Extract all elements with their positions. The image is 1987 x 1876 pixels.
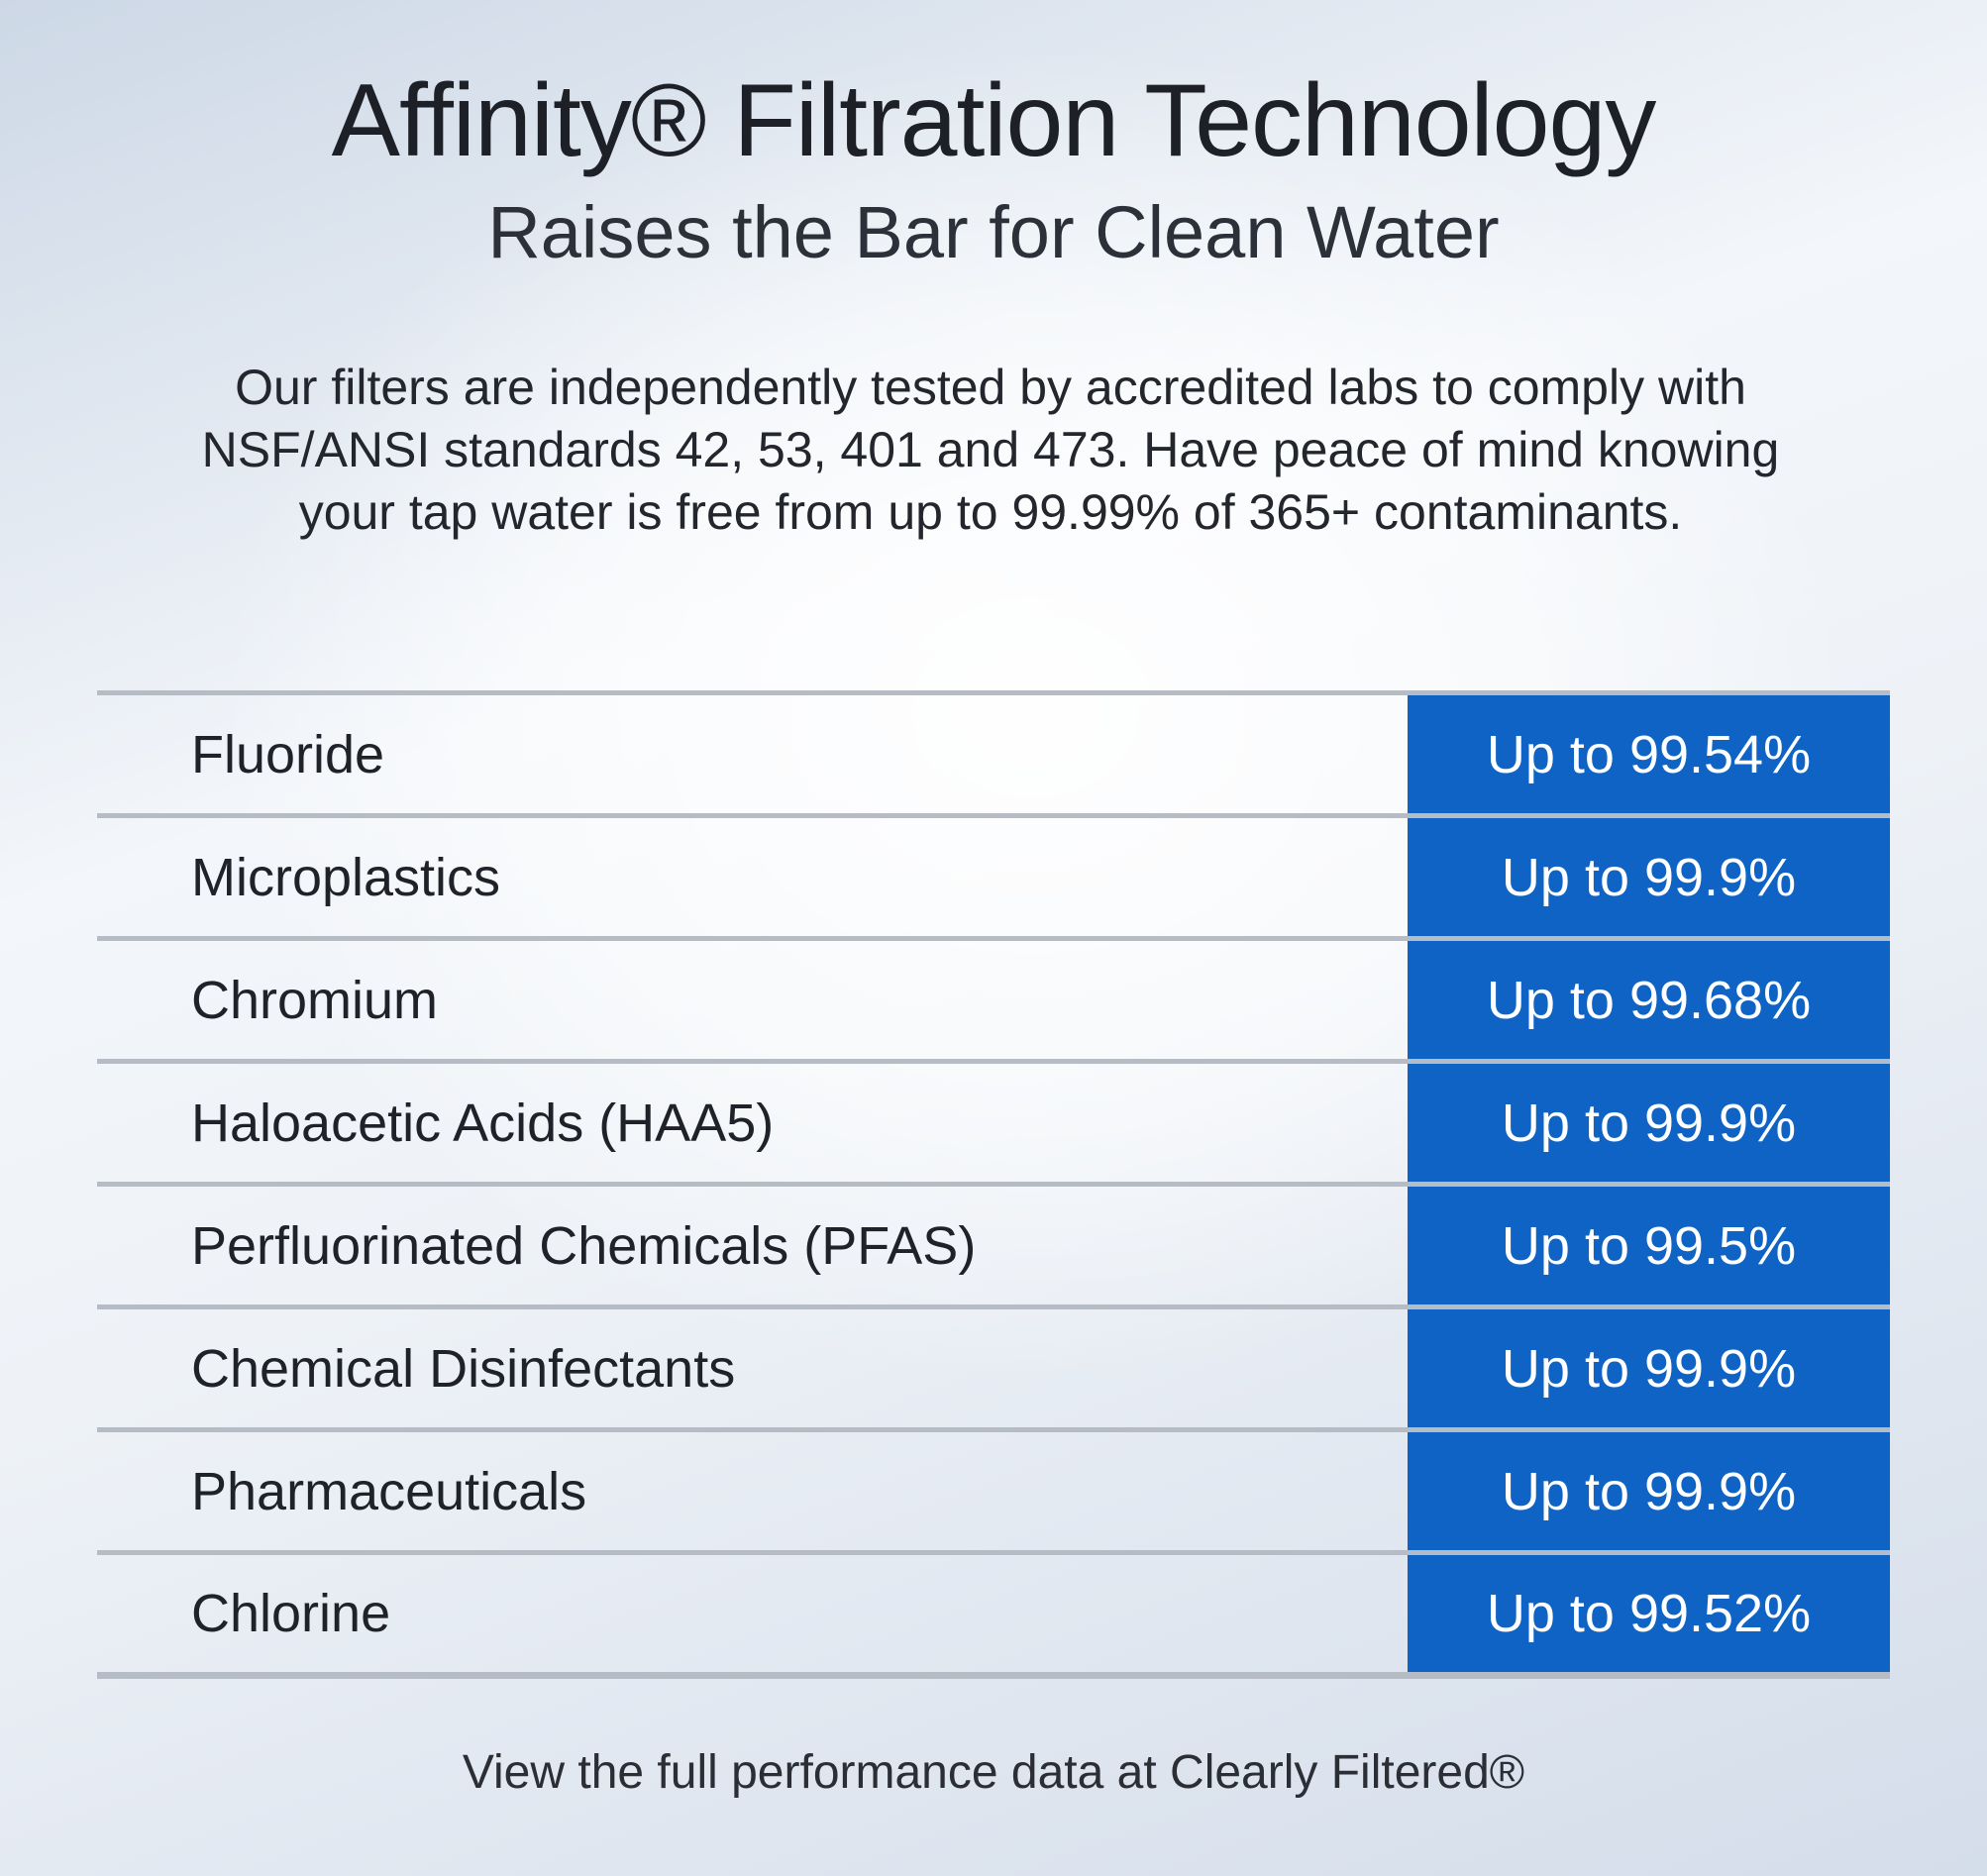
- reduction-value: Up to 99.9%: [1408, 1064, 1890, 1182]
- reduction-value: Up to 99.9%: [1408, 818, 1890, 936]
- contaminant-name: Haloacetic Acids (HAA5): [191, 1093, 775, 1153]
- contaminant-name: Chemical Disinfectants: [191, 1338, 736, 1399]
- contaminant-name: Chlorine: [191, 1584, 391, 1643]
- contaminant-name: Chromium: [191, 970, 439, 1030]
- table-row: Chromium Up to 99.68%: [97, 936, 1890, 1059]
- contaminant-table: Fluoride Up to 99.54% Microplastics Up t…: [97, 690, 1890, 1679]
- reduction-value: Up to 99.52%: [1408, 1555, 1890, 1672]
- performance-data-note: View the full performance data at Clearl…: [462, 1746, 1525, 1799]
- contaminant-name: Fluoride: [191, 724, 385, 784]
- table-row: Haloacetic Acids (HAA5) Up to 99.9%: [97, 1059, 1890, 1182]
- table-row: Microplastics Up to 99.9%: [97, 813, 1890, 936]
- reduction-value: Up to 99.9%: [1408, 1309, 1890, 1427]
- reduction-value: Up to 99.9%: [1408, 1432, 1890, 1550]
- reduction-value: Up to 99.54%: [1408, 695, 1890, 813]
- table-row: Fluoride Up to 99.54%: [97, 690, 1890, 813]
- page-subtitle: Raises the Bar for Clean Water: [487, 191, 1500, 273]
- table-row: Perfluorinated Chemicals (PFAS) Up to 99…: [97, 1182, 1890, 1304]
- intro-paragraph: Our filters are independently tested by …: [201, 360, 1780, 540]
- contaminant-name: Pharmaceuticals: [191, 1461, 587, 1521]
- contaminant-name: Perfluorinated Chemicals (PFAS): [191, 1215, 977, 1276]
- contaminant-name: Microplastics: [191, 847, 501, 907]
- table-row: Chemical Disinfectants Up to 99.9%: [97, 1304, 1890, 1427]
- page-title: Affinity® Filtration Technology: [331, 63, 1657, 178]
- reduction-value: Up to 99.5%: [1408, 1187, 1890, 1304]
- table-row: Chlorine Up to 99.52%: [97, 1550, 1890, 1679]
- table-row: Pharmaceuticals Up to 99.9%: [97, 1427, 1890, 1550]
- reduction-value: Up to 99.68%: [1408, 941, 1890, 1059]
